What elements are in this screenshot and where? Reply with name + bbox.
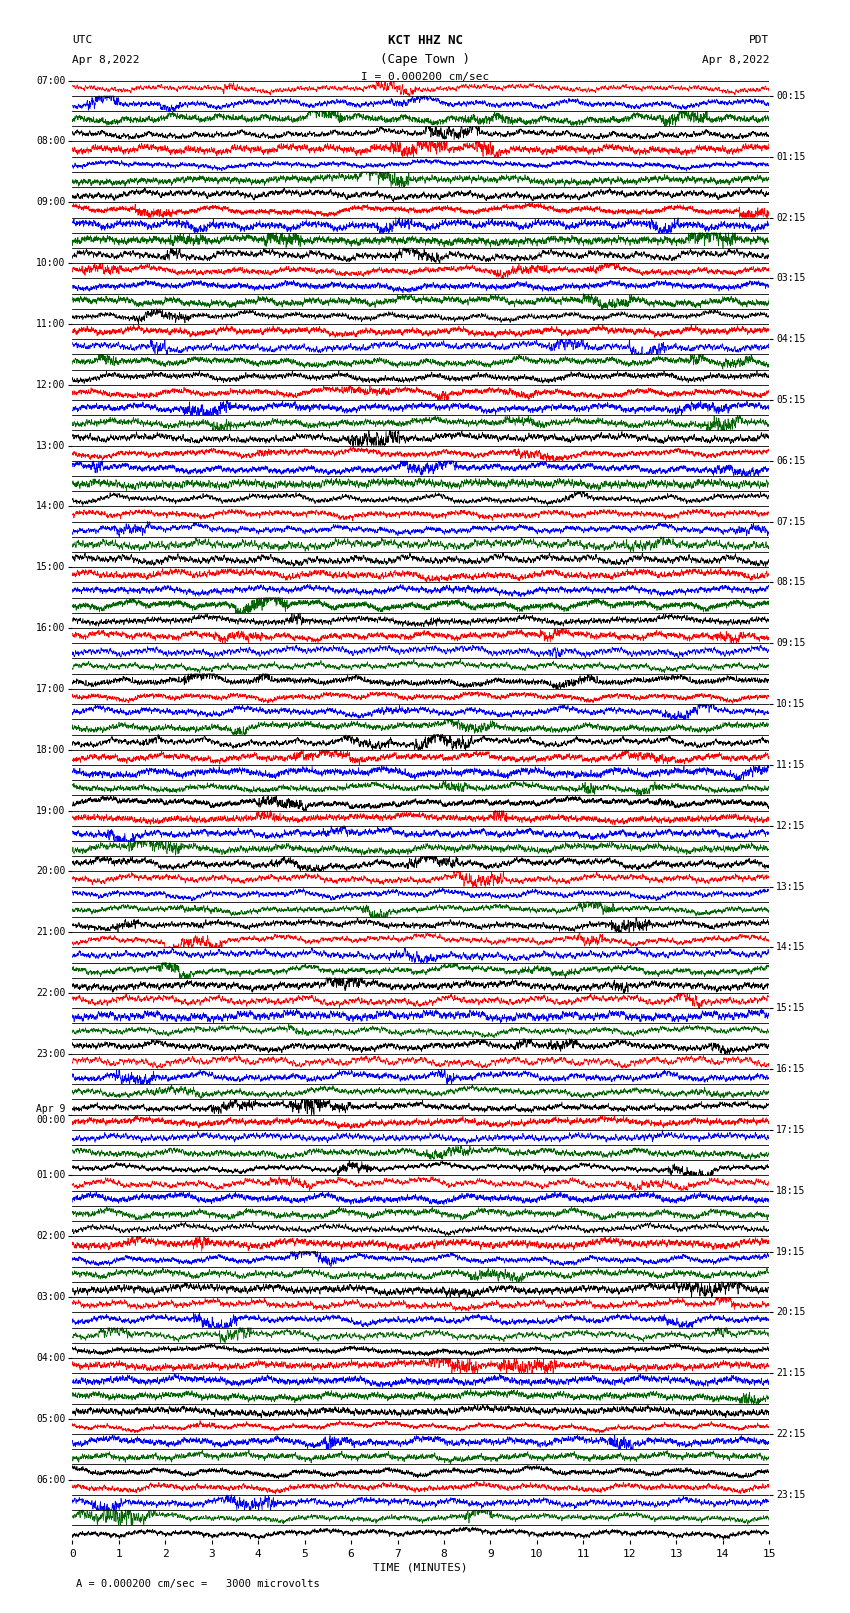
Text: KCT HHZ NC: KCT HHZ NC: [388, 34, 462, 47]
Text: UTC: UTC: [72, 35, 93, 45]
Text: Apr 8,2022: Apr 8,2022: [72, 55, 139, 65]
X-axis label: TIME (MINUTES): TIME (MINUTES): [373, 1563, 468, 1573]
Text: (Cape Town ): (Cape Town ): [380, 53, 470, 66]
Text: I = 0.000200 cm/sec: I = 0.000200 cm/sec: [361, 73, 489, 82]
Text: A = 0.000200 cm/sec =   3000 microvolts: A = 0.000200 cm/sec = 3000 microvolts: [76, 1579, 320, 1589]
Text: PDT: PDT: [749, 35, 769, 45]
Text: Apr 8,2022: Apr 8,2022: [702, 55, 769, 65]
